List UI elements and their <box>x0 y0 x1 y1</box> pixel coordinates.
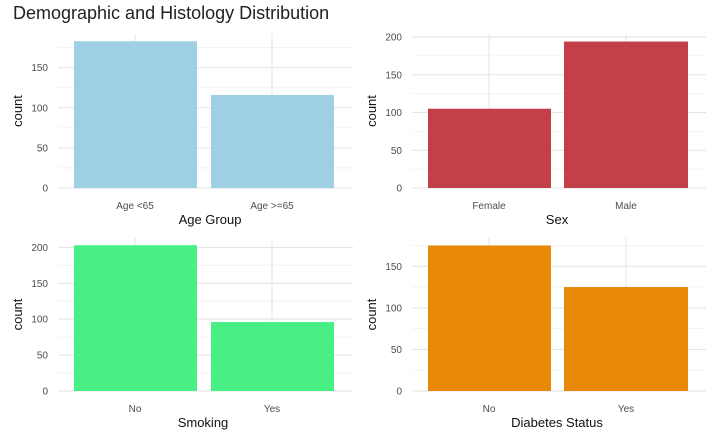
y-tick-label: 100 <box>31 315 48 326</box>
x-tick-label: No <box>129 404 142 415</box>
chart-panel-4: 0 50 100 150 No Yes Diabetes Status count <box>364 238 706 430</box>
bar-age-65 <box>74 41 197 188</box>
chart-panel-2: 0 50 100 150 200 Female Male Sex count <box>364 33 706 227</box>
x-tick-label: No <box>483 404 496 415</box>
x-axis-title: Smoking <box>178 415 229 430</box>
x-tick-label: Female <box>472 201 506 212</box>
y-tick-label: 150 <box>385 262 402 273</box>
chart-panel-3: 0 50 100 150 200 No Yes Smoking count <box>10 238 353 430</box>
x-tick-label: Male <box>615 201 637 212</box>
bar-age-65 <box>211 94 334 188</box>
x-tick-label: Age >=65 <box>250 201 294 212</box>
y-tick-label: 100 <box>385 108 402 119</box>
page-title: Demographic and Histology Distribution <box>13 3 330 23</box>
y-tick-label: 150 <box>31 279 48 290</box>
bar-female <box>428 108 551 188</box>
y-axis-title: count <box>10 298 25 330</box>
x-tick-label: Age <65 <box>116 201 154 212</box>
y-tick-label: 50 <box>37 143 49 154</box>
x-tick-label: Yes <box>264 404 280 415</box>
x-axis-title: Diabetes Status <box>511 415 603 430</box>
bar-male <box>564 41 688 189</box>
x-axis-title: Age Group <box>179 212 242 227</box>
y-tick-label: 200 <box>31 243 48 254</box>
y-tick-label: 200 <box>385 33 402 44</box>
y-tick-label: 100 <box>385 303 402 314</box>
bar-no <box>428 245 551 391</box>
chart-panel-1: 0 50 100 150 Age <65 Age >=65 Age Group count <box>10 34 353 227</box>
y-tick-label: 50 <box>391 345 403 356</box>
x-tick-label: Yes <box>618 404 634 415</box>
y-axis-title: count <box>364 95 379 127</box>
y-axis-title: count <box>364 298 379 330</box>
y-axis-title: count <box>10 95 25 127</box>
y-tick-label: 0 <box>396 387 402 398</box>
bar-no <box>74 245 197 391</box>
y-tick-label: 0 <box>42 184 48 195</box>
y-tick-label: 150 <box>31 63 48 74</box>
y-tick-label: 50 <box>391 146 403 157</box>
bar-yes <box>564 287 688 391</box>
x-axis-title: Sex <box>546 212 569 227</box>
bar-yes <box>211 322 334 391</box>
y-tick-label: 0 <box>396 184 402 195</box>
y-tick-label: 150 <box>385 70 402 81</box>
y-tick-label: 0 <box>42 387 48 398</box>
y-tick-label: 50 <box>37 351 49 362</box>
y-tick-label: 100 <box>31 103 48 114</box>
